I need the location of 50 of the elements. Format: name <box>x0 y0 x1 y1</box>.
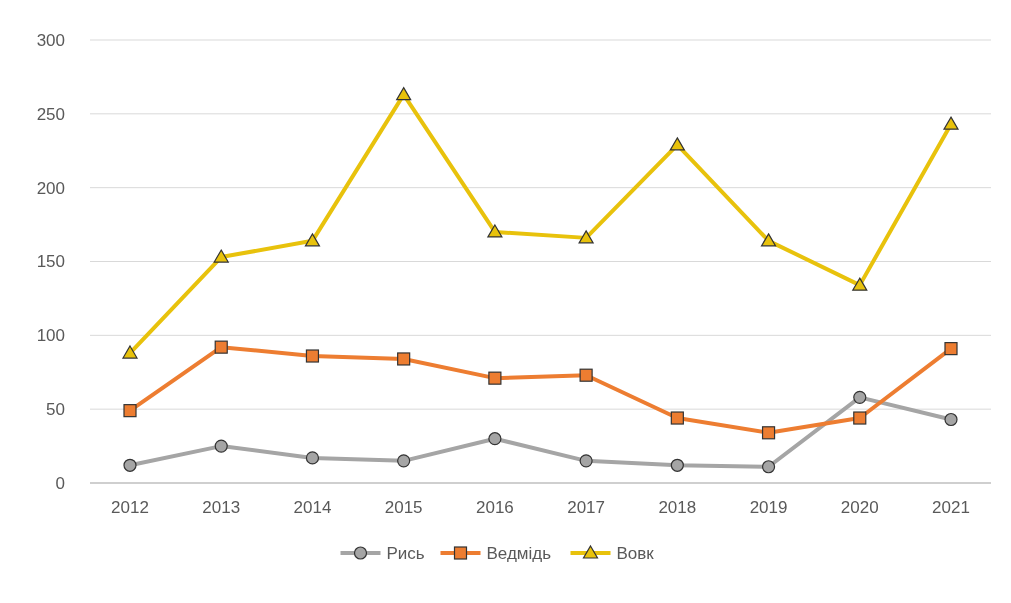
point <box>761 426 776 440</box>
point <box>396 87 412 101</box>
x-tick-label: 2015 <box>384 498 423 517</box>
x-tick-label: 2013 <box>202 498 241 517</box>
point <box>214 439 228 453</box>
x-tick-label: 2019 <box>749 498 788 517</box>
point <box>397 352 411 366</box>
y-tick-label: 50 <box>46 400 65 420</box>
y-tick-label: 100 <box>36 326 65 346</box>
x-tick-label: 2021 <box>932 498 970 517</box>
point <box>579 368 593 382</box>
x-tick-label: 2014 <box>293 498 332 517</box>
legend-label: Вовк <box>616 543 655 563</box>
y-tick-label: 250 <box>36 104 65 124</box>
point <box>853 411 867 425</box>
point <box>122 345 138 359</box>
point <box>397 454 411 468</box>
point <box>669 137 685 151</box>
x-tick-label: 2018 <box>658 498 697 517</box>
point <box>214 340 228 354</box>
point <box>852 277 868 291</box>
point <box>760 233 777 247</box>
x-tick-label: 2017 <box>567 498 606 517</box>
point <box>579 454 593 468</box>
point <box>944 342 958 356</box>
y-tick-label: 200 <box>36 178 65 198</box>
x-tick-label: 2016 <box>475 498 514 517</box>
point <box>670 411 684 425</box>
point <box>670 458 684 472</box>
x-tick-label: 2020 <box>840 498 879 517</box>
point <box>578 230 594 244</box>
point <box>944 412 958 427</box>
x-tick-label: 2012 <box>111 498 149 517</box>
point <box>213 249 229 263</box>
y-tick-label: 300 <box>36 30 65 50</box>
point <box>304 233 321 247</box>
point <box>853 390 867 404</box>
legend-label: Рись <box>386 543 425 563</box>
point <box>123 458 137 472</box>
y-tick-label: 0 <box>55 473 65 493</box>
point <box>487 224 503 238</box>
point <box>488 432 502 446</box>
point <box>488 371 502 385</box>
point <box>123 404 137 418</box>
legend-label: Ведмідь <box>486 543 552 563</box>
y-tick-label: 150 <box>36 252 65 272</box>
point <box>761 460 776 474</box>
point <box>305 451 320 465</box>
point <box>943 116 959 130</box>
point <box>305 349 320 363</box>
